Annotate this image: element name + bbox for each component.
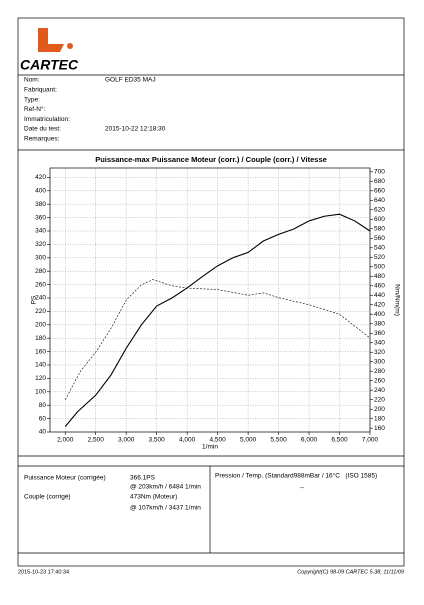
y-tick-label: 380: [35, 201, 46, 208]
conditions: Pression / Temp. (Standard988mBar / 16°C…: [215, 472, 377, 480]
x-tick-label: 2,500: [88, 437, 105, 444]
series-line: [64, 213, 371, 427]
x-tick-label: 4,000: [179, 437, 196, 444]
y2-tick-label: 380: [374, 320, 385, 327]
y2-tick-label: 480: [374, 273, 385, 280]
y-tick-label: 100: [35, 389, 46, 396]
y2-tick-label: 700: [374, 169, 385, 176]
y-tick-label: 60: [39, 415, 47, 422]
y2-tick-label: 280: [374, 368, 385, 375]
info-label: Remarques:: [24, 136, 60, 143]
chart-title: Puissance-max Puissance Moteur (corr.) /…: [95, 155, 327, 164]
logo: CARTEC: [20, 28, 79, 73]
power-label: Puissance Moteur (corrigée): [24, 475, 106, 482]
y-tick-label: 120: [35, 375, 46, 382]
x-tick-label: 5,500: [270, 437, 287, 444]
info-label: Nom:: [24, 77, 40, 84]
x-tick-label: 7,000: [362, 437, 379, 444]
info-value: 2015-10-22 12:18:30: [105, 126, 166, 133]
y2-tick-label: 160: [374, 425, 385, 432]
y-tick-label: 240: [35, 295, 46, 302]
y2-tick-label: 180: [374, 415, 385, 422]
y2-tick-label: 520: [374, 254, 385, 261]
info-label: Date du test:: [24, 126, 61, 133]
x-tick-label: 3,000: [118, 437, 135, 444]
y2-tick-label: 640: [374, 197, 385, 204]
series-line: [64, 279, 371, 400]
y2-tick-label: 460: [374, 282, 385, 289]
info-label: Fabriquant:: [24, 87, 57, 94]
y-tick-label: 200: [35, 322, 46, 329]
y2-axis-label: Nm/Nm(m): [393, 284, 400, 316]
y2-tick-label: 620: [374, 207, 385, 214]
y-tick-label: 400: [35, 188, 46, 195]
y-tick-label: 40: [39, 429, 47, 436]
y2-tick-label: 240: [374, 387, 385, 394]
y2-tick-label: 340: [374, 339, 385, 346]
page-frame: [17, 17, 405, 567]
power-at: @ 203km/h / 6484 1/min: [130, 484, 201, 491]
y2-tick-label: 360: [374, 330, 385, 337]
y-tick-label: 340: [35, 228, 46, 235]
x-tick-label: 4,500: [209, 437, 226, 444]
y-tick-label: 420: [35, 174, 46, 181]
plot-frame: [49, 167, 371, 433]
footer-date: 2015-10-23 17:40:34: [18, 569, 69, 575]
torque-label: Couple (corrigé): [24, 494, 71, 501]
conditions-value: --: [300, 485, 304, 492]
x-tick-label: 2,000: [57, 437, 74, 444]
y2-tick-label: 320: [374, 349, 385, 356]
y-tick-label: 320: [35, 241, 46, 248]
footer-copyright: Copyright(C) 98-09 CARTEC 5.38, 11/11/09: [297, 569, 404, 575]
y2-tick-label: 680: [374, 178, 385, 185]
y2-tick-label: 540: [374, 244, 385, 251]
y-tick-label: 180: [35, 335, 46, 342]
info-value: GOLF ED35 MAJ: [105, 77, 156, 84]
y2-tick-label: 420: [374, 301, 385, 308]
y-axis-label: PS: [31, 295, 38, 304]
info-label: Type:: [24, 96, 40, 103]
y2-tick-label: 260: [374, 377, 385, 384]
logo-text: CARTEC: [20, 57, 79, 73]
x-tick-label: 5,000: [240, 437, 257, 444]
y-tick-label: 160: [35, 348, 46, 355]
y2-tick-label: 580: [374, 225, 385, 232]
y2-tick-label: 600: [374, 216, 385, 223]
x-tick-label: 6,500: [331, 437, 348, 444]
y2-tick-label: 220: [374, 396, 385, 403]
y-tick-label: 300: [35, 255, 46, 262]
torque-value: 473Nm (Moteur): [130, 494, 177, 501]
y2-tick-label: 440: [374, 292, 385, 299]
y-tick-label: 260: [35, 281, 46, 288]
torque-at: @ 107km/h / 3437 1/min: [130, 505, 201, 512]
y-tick-label: 360: [35, 214, 46, 221]
y-tick-label: 280: [35, 268, 46, 275]
y2-tick-label: 200: [374, 406, 385, 413]
x-axis-label: 1/min: [202, 444, 218, 451]
y2-tick-label: 300: [374, 358, 385, 365]
y-tick-label: 80: [39, 402, 47, 409]
y-tick-label: 140: [35, 362, 46, 369]
y2-tick-label: 400: [374, 311, 385, 318]
y2-tick-label: 560: [374, 235, 385, 242]
info-label: Immatriculation:: [24, 116, 70, 123]
y2-tick-label: 500: [374, 263, 385, 270]
power-value: 366.1PS: [130, 475, 156, 482]
x-tick-label: 6,000: [301, 437, 318, 444]
y2-tick-label: 660: [374, 188, 385, 195]
x-tick-label: 3,500: [149, 437, 166, 444]
y-tick-label: 220: [35, 308, 46, 315]
info-label: Ref-N°:: [24, 105, 46, 113]
